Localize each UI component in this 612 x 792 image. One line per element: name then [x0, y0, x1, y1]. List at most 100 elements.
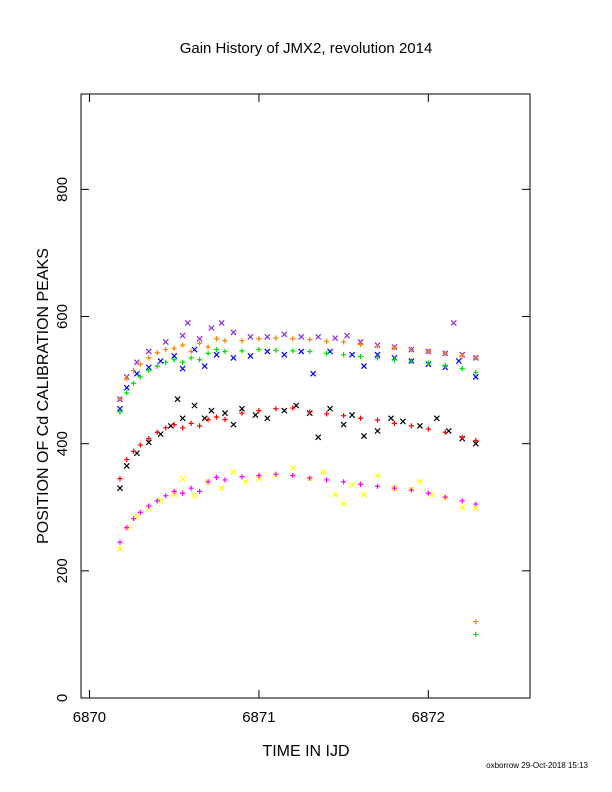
data-point — [157, 358, 164, 365]
data-point — [179, 415, 186, 422]
data-point — [213, 346, 220, 353]
data-point — [239, 348, 245, 354]
data-point — [341, 479, 347, 485]
data-point — [145, 439, 152, 446]
data-point — [425, 426, 431, 432]
data-point — [473, 631, 479, 638]
data-point — [239, 338, 245, 344]
data-point — [179, 332, 186, 339]
series-4 — [116, 396, 479, 492]
x-tick-label: 6872 — [412, 709, 445, 726]
data-point — [146, 367, 152, 374]
data-point — [298, 348, 305, 355]
plot-area-frame — [80, 93, 531, 699]
footer-credit: oxborrow 29-Oct-2018 15:13 — [486, 761, 588, 770]
data-point — [360, 433, 367, 440]
data-point — [130, 380, 137, 386]
data-point — [208, 407, 215, 414]
x-axis-label: TIME IN IJD — [262, 743, 349, 760]
data-point — [117, 409, 123, 415]
data-point — [124, 390, 130, 396]
data-point — [133, 370, 140, 377]
data-point — [281, 351, 288, 358]
data-point — [343, 332, 351, 339]
data-point — [374, 472, 381, 479]
data-point — [473, 369, 479, 376]
y-tick-label: 200 — [54, 558, 71, 583]
data-point — [327, 405, 334, 412]
data-point — [180, 490, 186, 496]
data-point — [332, 491, 339, 498]
data-point — [290, 405, 296, 411]
data-point — [416, 478, 423, 485]
x-tick-label: 6870 — [73, 709, 106, 726]
chart-title: Gain History of JMX2, revolution 2014 — [180, 40, 433, 57]
data-point — [374, 343, 381, 350]
data-point — [145, 348, 152, 355]
data-points — [116, 319, 479, 638]
data-point — [191, 492, 198, 499]
data-point — [341, 352, 347, 358]
data-point — [171, 345, 177, 351]
data-point — [247, 352, 254, 359]
data-point — [264, 348, 271, 355]
data-point — [290, 336, 296, 342]
data-point — [391, 485, 398, 491]
data-point — [298, 333, 305, 340]
data-point — [473, 619, 479, 625]
data-point — [180, 342, 186, 348]
series-1 — [116, 346, 479, 412]
series-3 — [117, 346, 479, 638]
data-point — [307, 336, 313, 343]
data-point — [179, 365, 186, 372]
data-point — [124, 376, 130, 382]
y-tick-label: 0 — [54, 694, 71, 702]
data-point — [213, 474, 220, 480]
data-point — [163, 346, 169, 353]
data-point — [425, 360, 431, 366]
data-point — [399, 418, 406, 425]
data-point — [137, 374, 143, 380]
data-point — [349, 412, 356, 419]
data-point — [218, 319, 225, 326]
data-point — [310, 370, 317, 377]
data-point — [349, 481, 356, 489]
data-point — [124, 456, 130, 463]
data-point — [315, 434, 322, 441]
data-point — [208, 324, 215, 331]
data-point — [171, 422, 177, 428]
data-point — [340, 421, 347, 428]
data-point — [472, 373, 479, 380]
data-point — [273, 335, 279, 341]
data-point — [124, 525, 130, 531]
data-point — [171, 357, 177, 363]
data-point — [416, 422, 423, 429]
data-point — [442, 429, 448, 435]
series-5 — [117, 405, 479, 482]
series-2 — [117, 335, 479, 625]
data-point — [256, 346, 262, 353]
data-point — [360, 491, 367, 498]
data-point — [391, 357, 398, 363]
data-point — [188, 420, 194, 426]
data-point — [252, 412, 259, 419]
data-point — [154, 498, 160, 504]
series-6 — [116, 464, 479, 552]
data-point — [349, 351, 356, 358]
data-point — [171, 488, 177, 494]
data-point — [213, 336, 220, 342]
data-point — [205, 479, 211, 485]
data-point — [388, 415, 395, 422]
data-point — [281, 331, 288, 338]
data-point — [162, 338, 169, 345]
data-point — [137, 509, 143, 515]
axis-ticks: 6870 6871 6872 0 200 400 600 800 — [54, 94, 530, 726]
data-point — [180, 425, 186, 431]
data-point — [171, 352, 178, 359]
data-point — [137, 442, 143, 448]
data-point — [221, 410, 229, 417]
y-axis-label: POSITION OF Cd CALIBRATION PEAKS — [35, 248, 52, 544]
data-point — [201, 363, 208, 370]
data-point — [341, 339, 347, 345]
data-point — [472, 505, 479, 512]
